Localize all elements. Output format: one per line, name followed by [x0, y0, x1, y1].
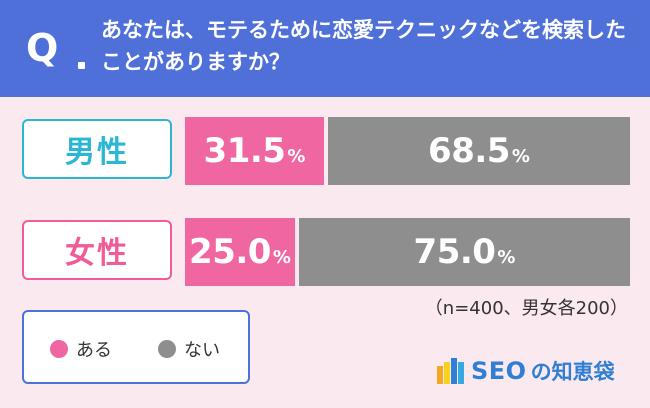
- unit-label: %: [497, 246, 516, 268]
- category-label-male: 男性: [22, 119, 172, 179]
- question-text: あなたは、モテるために恋愛テクニックなどを検索したことがありますか？: [101, 18, 626, 74]
- brand-name: の知恵袋: [530, 360, 615, 384]
- unit-label: %: [511, 145, 530, 167]
- question-header: Q あなたは、モテるために恋愛テクニックなどを検索したことがありますか？: [0, 0, 650, 97]
- value-label: 75.0: [413, 232, 496, 272]
- legend-item-yes: ある: [50, 336, 112, 362]
- chart-row-male: 男性 31.5% 68.5%: [0, 117, 650, 185]
- legend-swatch-no: [158, 340, 176, 358]
- brand-seo: SEO: [471, 357, 527, 385]
- value-label: 25.0: [189, 232, 271, 272]
- unit-label: %: [287, 145, 306, 167]
- q-dot: [78, 62, 85, 69]
- bar-track: 25.0% 75.0%: [185, 218, 630, 286]
- value-label: 31.5: [203, 131, 286, 171]
- brand: SEO の知恵袋: [437, 356, 615, 386]
- category-label-female: 女性: [22, 220, 172, 280]
- value-label: 68.5: [428, 131, 510, 171]
- chart-row-female: 女性 25.0% 75.0%: [0, 218, 650, 286]
- legend-item-no: ない: [158, 336, 220, 362]
- sample-note: （n=400、男女各200）: [424, 298, 628, 319]
- bar-segment-yes: 25.0%: [185, 218, 295, 286]
- q-mark: Q: [26, 26, 58, 70]
- legend: ある ない: [22, 310, 250, 384]
- brand-logo-icon: [437, 358, 465, 384]
- bar-segment-no: 68.5%: [328, 117, 630, 185]
- legend-label-no: ない: [184, 340, 220, 361]
- legend-label-yes: ある: [76, 340, 112, 361]
- bar-segment-no: 75.0%: [299, 218, 630, 286]
- legend-swatch-yes: [50, 340, 68, 358]
- bar-segment-yes: 31.5%: [185, 117, 324, 185]
- unit-label: %: [272, 246, 291, 268]
- bar-track: 31.5% 68.5%: [185, 117, 630, 185]
